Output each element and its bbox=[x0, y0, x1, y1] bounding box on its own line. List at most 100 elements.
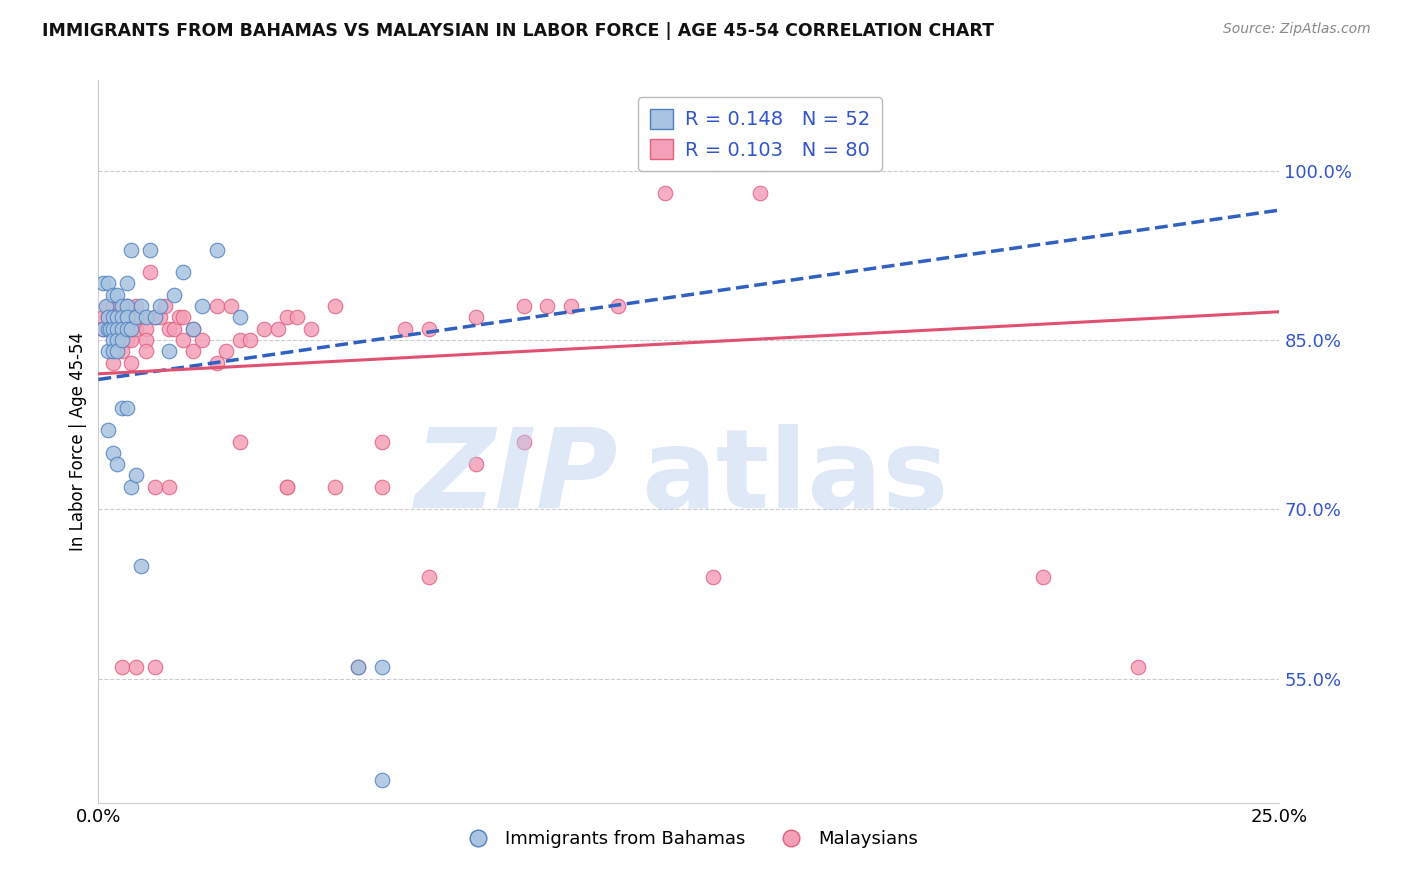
Point bbox=[91, 321, 114, 335]
Point bbox=[172, 265, 194, 279]
Point bbox=[347, 660, 370, 674]
Point bbox=[229, 333, 252, 347]
Point bbox=[101, 355, 124, 369]
Point bbox=[172, 310, 194, 325]
Point bbox=[205, 243, 228, 257]
Point bbox=[121, 355, 143, 369]
Point bbox=[97, 299, 120, 313]
Point bbox=[323, 480, 346, 494]
Point bbox=[111, 321, 134, 335]
Point bbox=[149, 299, 172, 313]
Text: Source: ZipAtlas.com: Source: ZipAtlas.com bbox=[1223, 22, 1371, 37]
Point bbox=[394, 321, 416, 335]
Point bbox=[1032, 570, 1054, 584]
Point bbox=[371, 773, 394, 788]
Point bbox=[111, 310, 134, 325]
Point bbox=[181, 321, 204, 335]
Point bbox=[94, 299, 117, 313]
Point bbox=[111, 333, 134, 347]
Point bbox=[111, 333, 134, 347]
Point bbox=[465, 457, 488, 471]
Point bbox=[323, 299, 346, 313]
Point bbox=[97, 423, 120, 437]
Point bbox=[121, 310, 143, 325]
Point bbox=[276, 480, 298, 494]
Point bbox=[418, 321, 440, 335]
Point bbox=[91, 310, 114, 325]
Point bbox=[167, 310, 190, 325]
Point bbox=[129, 299, 152, 313]
Point bbox=[219, 299, 242, 313]
Point bbox=[276, 310, 298, 325]
Point bbox=[512, 299, 534, 313]
Point bbox=[163, 287, 186, 301]
Point bbox=[101, 321, 124, 335]
Point bbox=[215, 344, 238, 359]
Point bbox=[157, 321, 180, 335]
Point bbox=[607, 299, 630, 313]
Point bbox=[121, 321, 143, 335]
Point bbox=[111, 401, 134, 415]
Point bbox=[105, 310, 128, 325]
Point bbox=[129, 310, 152, 325]
Point bbox=[654, 186, 676, 201]
Point bbox=[229, 434, 252, 449]
Point bbox=[418, 570, 440, 584]
Point bbox=[465, 310, 488, 325]
Point bbox=[125, 468, 148, 483]
Point bbox=[121, 321, 143, 335]
Point bbox=[205, 355, 228, 369]
Point bbox=[143, 480, 166, 494]
Point bbox=[276, 480, 298, 494]
Point bbox=[253, 321, 276, 335]
Point bbox=[115, 310, 138, 325]
Point bbox=[98, 321, 121, 335]
Text: atlas: atlas bbox=[641, 425, 949, 531]
Point bbox=[129, 558, 152, 573]
Point bbox=[536, 299, 558, 313]
Point bbox=[115, 277, 138, 291]
Point bbox=[105, 457, 128, 471]
Point bbox=[101, 321, 124, 335]
Point bbox=[97, 277, 120, 291]
Point bbox=[111, 321, 134, 335]
Point bbox=[125, 321, 148, 335]
Point bbox=[105, 333, 128, 347]
Point bbox=[121, 480, 143, 494]
Point bbox=[139, 265, 162, 279]
Point bbox=[115, 299, 138, 313]
Point bbox=[101, 310, 124, 325]
Point bbox=[163, 321, 186, 335]
Point bbox=[105, 344, 128, 359]
Point bbox=[135, 310, 157, 325]
Point bbox=[91, 277, 114, 291]
Point bbox=[135, 321, 157, 335]
Point bbox=[143, 310, 166, 325]
Point bbox=[101, 287, 124, 301]
Point bbox=[101, 446, 124, 460]
Point bbox=[97, 310, 120, 325]
Point bbox=[91, 321, 114, 335]
Point bbox=[105, 321, 128, 335]
Point bbox=[191, 299, 214, 313]
Point bbox=[371, 660, 394, 674]
Point bbox=[157, 480, 180, 494]
Y-axis label: In Labor Force | Age 45-54: In Labor Force | Age 45-54 bbox=[69, 332, 87, 551]
Point bbox=[239, 333, 262, 347]
Point bbox=[1126, 660, 1149, 674]
Point bbox=[111, 299, 134, 313]
Point bbox=[191, 333, 214, 347]
Point bbox=[125, 660, 148, 674]
Point bbox=[105, 321, 128, 335]
Point bbox=[101, 333, 124, 347]
Point bbox=[157, 344, 180, 359]
Point bbox=[139, 243, 162, 257]
Text: IMMIGRANTS FROM BAHAMAS VS MALAYSIAN IN LABOR FORCE | AGE 45-54 CORRELATION CHAR: IMMIGRANTS FROM BAHAMAS VS MALAYSIAN IN … bbox=[42, 22, 994, 40]
Point bbox=[101, 299, 124, 313]
Point bbox=[181, 321, 204, 335]
Point bbox=[125, 299, 148, 313]
Point bbox=[347, 660, 370, 674]
Point bbox=[115, 321, 138, 335]
Point bbox=[135, 333, 157, 347]
Point bbox=[135, 344, 157, 359]
